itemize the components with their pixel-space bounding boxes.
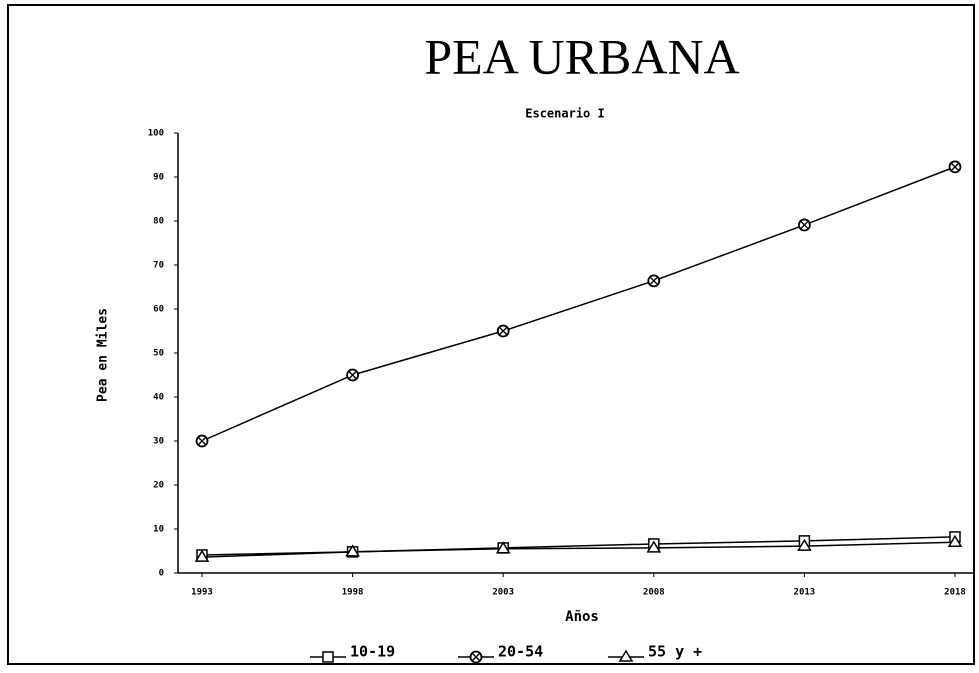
x-tick-label: 2003 [492, 588, 514, 598]
marker-cross [649, 276, 658, 285]
series-line [201, 166, 956, 442]
chart-title: PEA URBANA [424, 28, 739, 84]
marker [495, 541, 511, 554]
y-tick-label: 20 [153, 481, 164, 491]
y-axis-label: Pea en Miles [96, 308, 111, 402]
x-tick-label: 2018 [944, 588, 966, 598]
legend-label: 10-19 [350, 643, 395, 661]
y-tick-label: 70 [153, 261, 164, 271]
y-tick-label: 0 [159, 569, 164, 579]
y-tick-label: 10 [153, 525, 164, 535]
x-tick-label: 2013 [794, 588, 816, 598]
series-line [201, 536, 956, 556]
marker-cross [198, 437, 206, 445]
marker-cross [348, 371, 357, 379]
x-tick-label: 2008 [643, 588, 665, 598]
y-tick-label: 100 [148, 129, 164, 139]
y-tick-label: 30 [153, 437, 164, 447]
y-tick-label: 90 [153, 173, 164, 183]
y-tick-label: 80 [153, 217, 164, 227]
marker [797, 538, 812, 551]
marker [646, 540, 662, 553]
marker [947, 534, 963, 547]
chart-subtitle: Escenario I [525, 107, 604, 121]
y-tick-label: 40 [153, 393, 164, 403]
legend-label: 20-54 [498, 643, 543, 661]
marker [194, 549, 210, 562]
marker-cross [800, 221, 809, 229]
marker-cross [951, 162, 959, 171]
x-axis-label: Años [565, 609, 599, 625]
series-line [201, 541, 956, 558]
marker-cross [499, 327, 508, 335]
frame [7, 4, 975, 665]
legend-label: 55 y + [648, 643, 702, 661]
y-tick-label: 50 [153, 349, 164, 359]
marker [618, 649, 634, 662]
y-tick-label: 60 [153, 305, 164, 315]
x-tick-label: 1993 [191, 588, 213, 598]
marker [345, 544, 360, 557]
marker [322, 651, 334, 663]
marker-cross [472, 653, 480, 661]
x-tick-label: 1998 [342, 588, 364, 598]
